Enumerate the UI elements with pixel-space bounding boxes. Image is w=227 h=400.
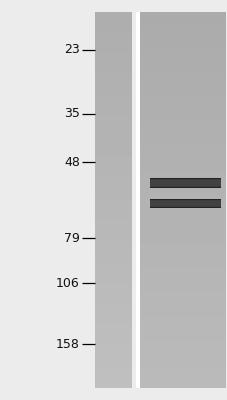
Text: 35: 35 bbox=[64, 107, 79, 120]
Bar bbox=[135, 12, 140, 388]
Text: 79: 79 bbox=[64, 232, 79, 245]
Text: 48: 48 bbox=[64, 156, 79, 169]
Text: 23: 23 bbox=[64, 43, 79, 56]
Text: 158: 158 bbox=[56, 338, 79, 351]
Text: 106: 106 bbox=[56, 277, 79, 290]
